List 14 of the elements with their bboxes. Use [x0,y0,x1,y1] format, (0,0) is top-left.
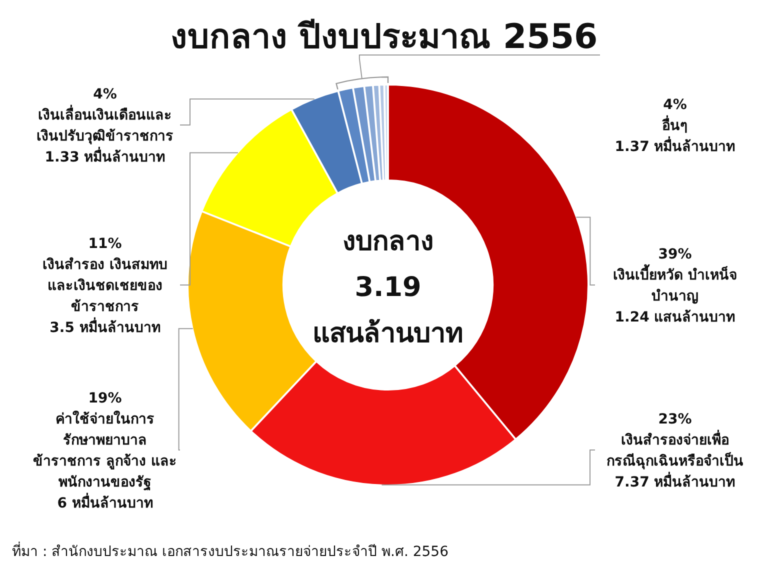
data-label: 23% [658,412,692,428]
data-label: 39% [658,246,692,262]
data-label: 4% [93,86,117,102]
text: ที่มา : สำนักงบประมาณ เอกสารงบประมาณรายจ่ายประจำปี พ.ศ. 2556 [12,542,449,560]
text: งบกลาง 3.19 แสนล้านบาท [312,226,464,349]
slice-label: เงินสำรอง เงินสมทบ และเงินชดเชยของ ข้าราชการ 3.5 หมื่นล้านบาท [42,257,168,336]
slice-label: ค่าใช้จ่ายในการ รักษาพยาบาล ข้าราชการ ลูกจ้าง และ พนักงานของรัฐ 6 หมื่นล้านบาท [33,410,177,512]
data-label: 19% [88,390,122,406]
slice-label: เงินสำรองจ่ายเพื่อ กรณีฉุกเฉินหรือจำเป็น 7.37 หมื่นล้านบาท [606,430,744,490]
data-label: 11% [88,236,122,252]
chart-title: งบกลาง ปีงบประมาณ 2556 [170,17,598,57]
slice-label: เงินเลื่อนเงินเดือนและ เงินปรับวุฒิข้าราชการ 1.33 หมื่นล้านบาท [36,104,174,166]
text: 4% อื่นๆ 1.37 หมื่นล้านบาท [614,97,736,155]
slice-label: เงินเบี้ยหวัด บำเหน็จ บำนาญ 1.24 แสนล้านบาท [613,264,737,326]
